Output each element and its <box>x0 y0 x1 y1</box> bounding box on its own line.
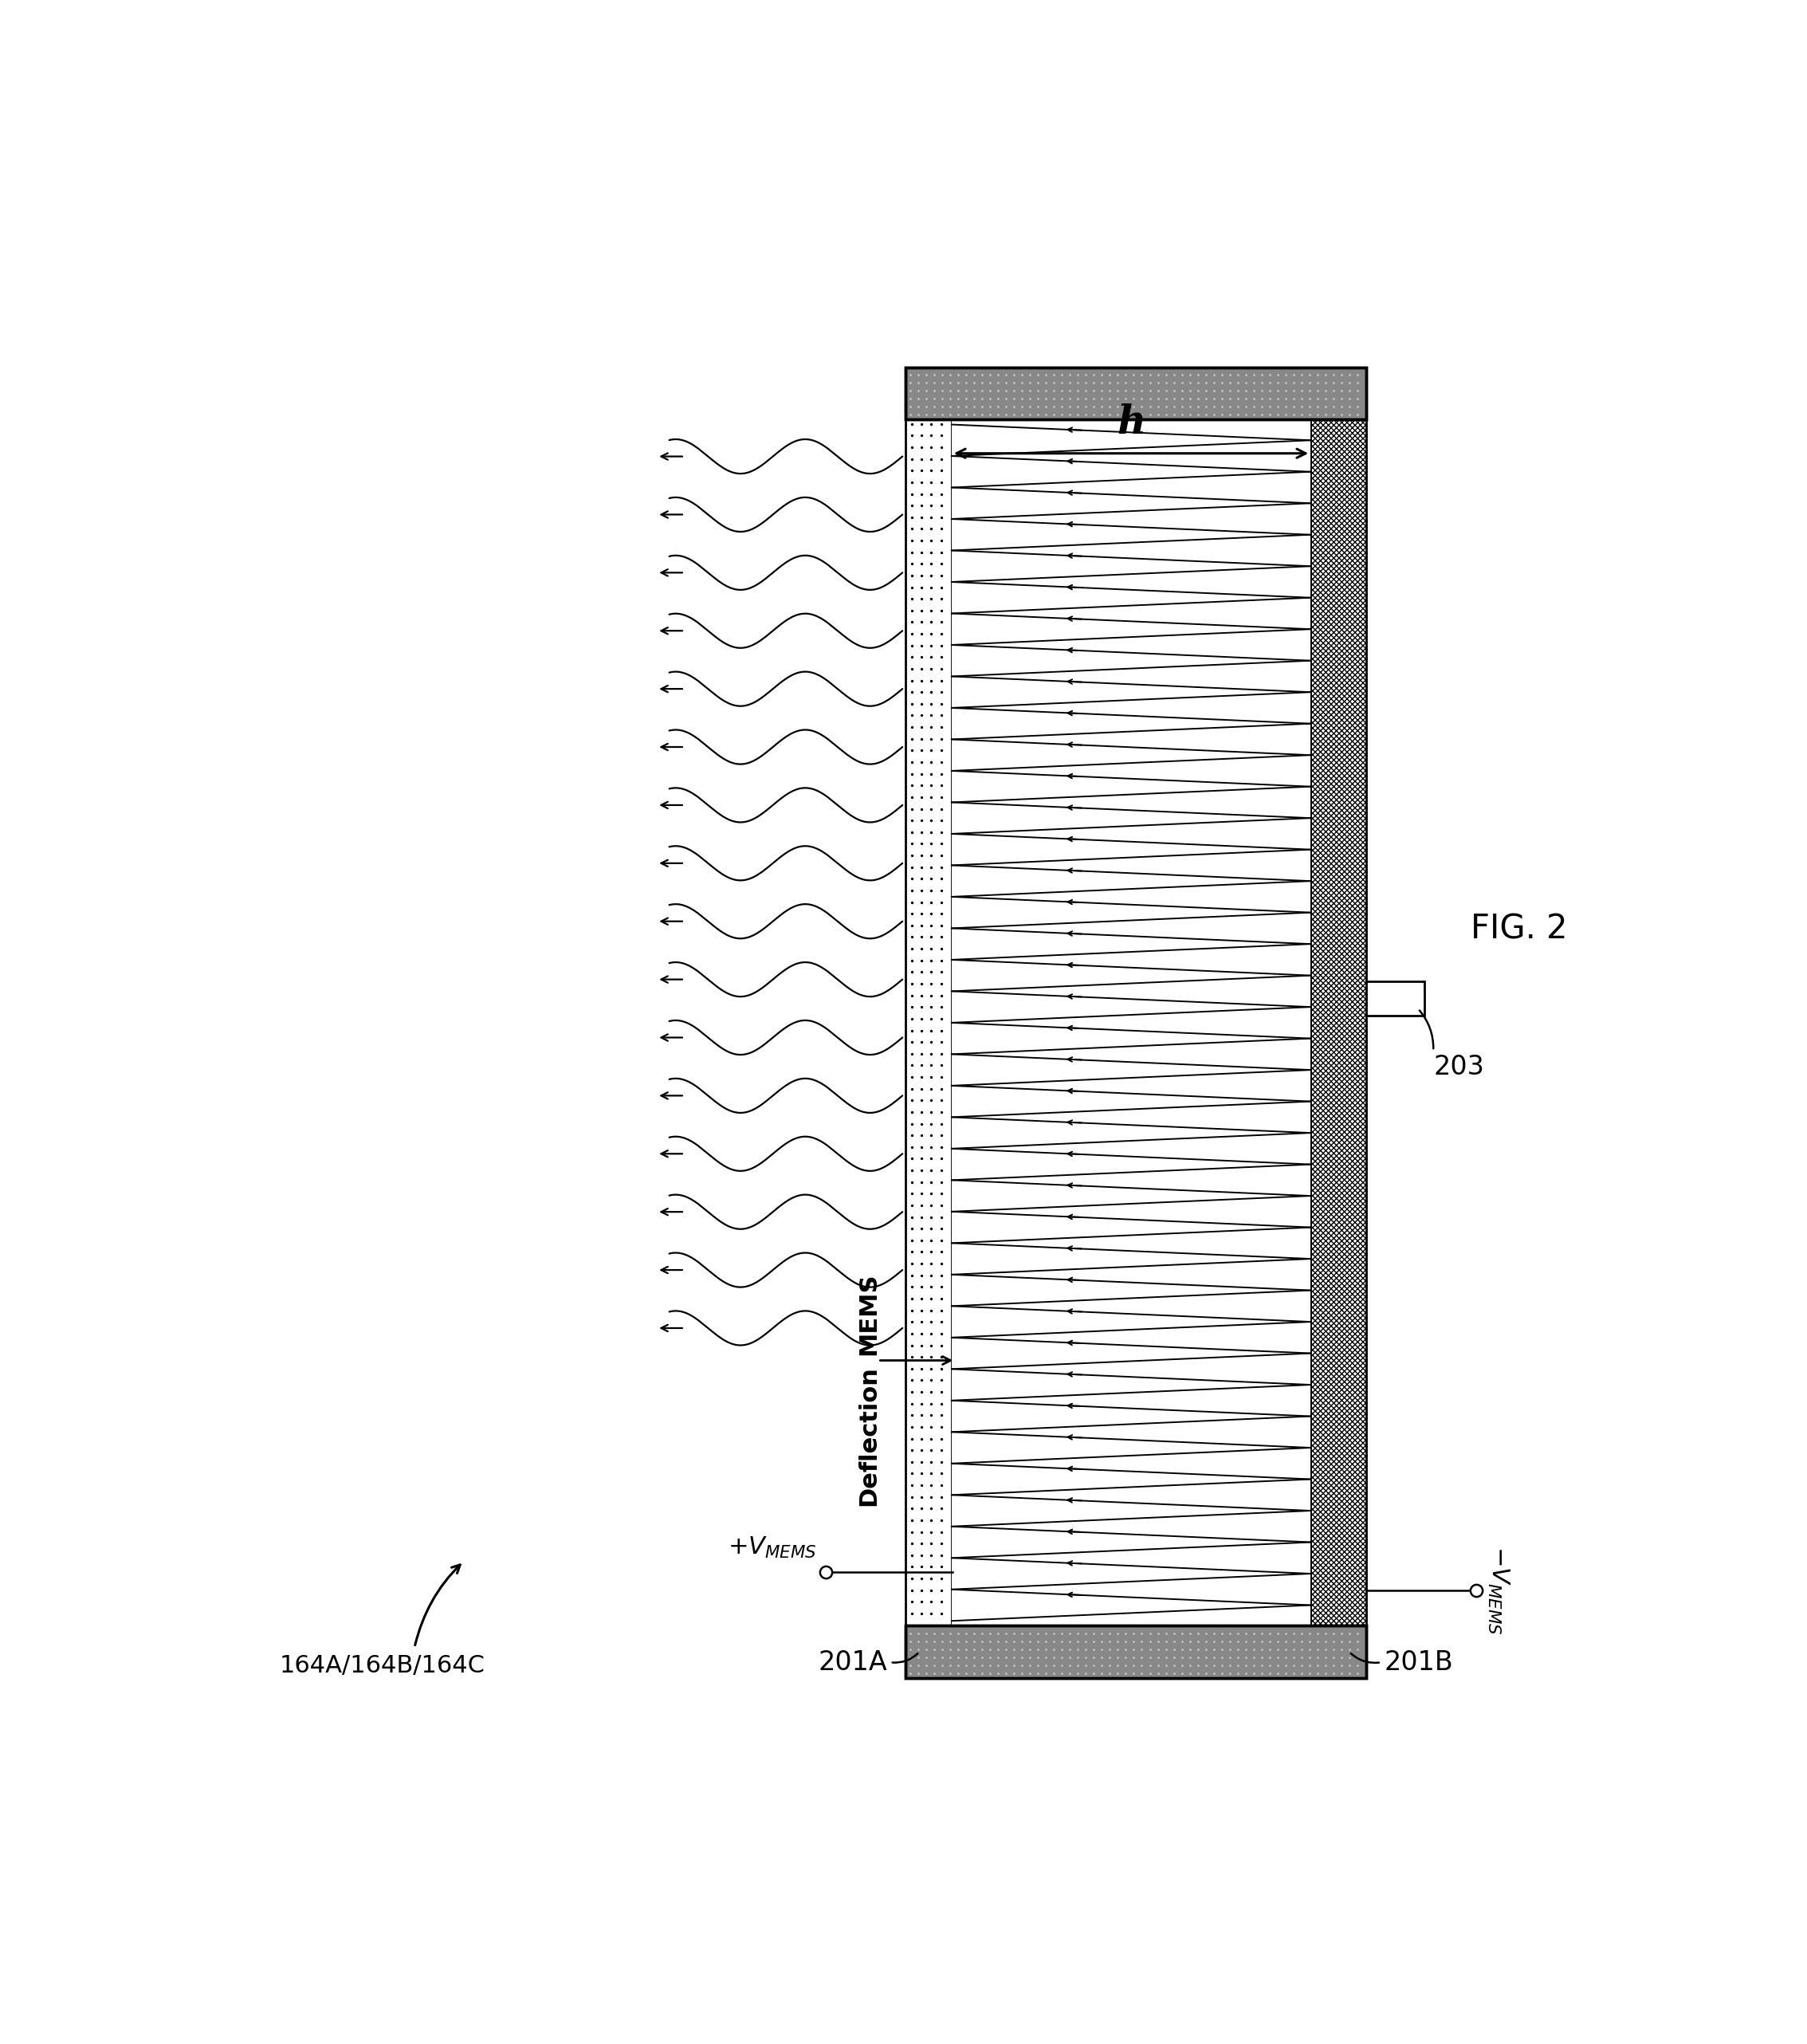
Text: 201A: 201A <box>819 1650 887 1676</box>
Bar <box>952 419 1310 1625</box>
Bar <box>905 1625 1366 1678</box>
Text: FIG. 2: FIG. 2 <box>1471 912 1568 946</box>
Bar <box>905 368 952 1678</box>
Text: Deflection: Deflection <box>857 1365 880 1506</box>
Text: 201B: 201B <box>1384 1650 1453 1676</box>
Bar <box>905 368 1366 419</box>
Text: h: h <box>1117 403 1146 442</box>
Text: $+V_{MEMS}$: $+V_{MEMS}$ <box>728 1535 817 1560</box>
Bar <box>1366 981 1424 1016</box>
Text: $-V_{MEMS}$: $-V_{MEMS}$ <box>1485 1545 1511 1635</box>
Text: MEMS: MEMS <box>857 1273 880 1355</box>
Bar <box>1310 368 1366 1678</box>
Text: 203: 203 <box>1433 1055 1484 1079</box>
Bar <box>905 368 1366 419</box>
Text: 164A/164B/164C: 164A/164B/164C <box>280 1654 484 1678</box>
Bar <box>905 1625 1366 1678</box>
